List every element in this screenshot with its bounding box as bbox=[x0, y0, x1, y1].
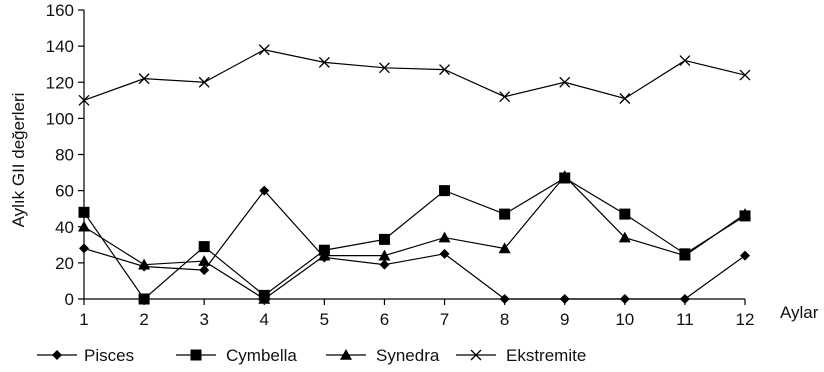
data-point-cymbella bbox=[619, 208, 631, 220]
legend-marker-cymbella bbox=[190, 349, 202, 361]
legend: Pisces Cymbella Synedra Ekstremite bbox=[37, 346, 586, 365]
y-tick-label: 0 bbox=[65, 290, 74, 309]
data-point-pisces bbox=[559, 294, 570, 304]
x-tick-label: 2 bbox=[139, 310, 148, 329]
data-point-synedra bbox=[258, 293, 271, 304]
data-point-ekstremite bbox=[258, 44, 270, 56]
x-axis-ticks: 1 2 3 4 5 6 7 8 9 10 11 12 bbox=[79, 299, 754, 329]
y-tick-label: 20 bbox=[55, 254, 74, 273]
y-tick-label: 60 bbox=[55, 182, 74, 201]
x-tick-label: 7 bbox=[440, 310, 449, 329]
data-point-pisces bbox=[79, 243, 89, 254]
data-point-ekstremite bbox=[198, 76, 210, 88]
legend-label: Pisces bbox=[84, 346, 134, 365]
legend-item-pisces: Pisces bbox=[37, 346, 134, 365]
x-tick-label: 5 bbox=[320, 310, 329, 329]
legend-label: Synedra bbox=[376, 346, 440, 365]
data-point-cymbella bbox=[138, 293, 150, 305]
data-point-cymbella bbox=[499, 208, 511, 220]
y-tick-label: 100 bbox=[46, 109, 74, 128]
x-tick-label: 9 bbox=[560, 310, 569, 329]
y-tick-label: 120 bbox=[46, 73, 74, 92]
data-point-pisces bbox=[439, 248, 450, 259]
legend-label: Ekstremite bbox=[506, 346, 586, 365]
x-axis-title: Aylar bbox=[780, 303, 819, 322]
data-point-pisces bbox=[499, 294, 510, 304]
x-tick-label: 3 bbox=[199, 310, 208, 329]
x-tick-label: 1 bbox=[79, 310, 88, 329]
data-point-pisces bbox=[379, 259, 390, 270]
x-tick-label: 10 bbox=[615, 310, 634, 329]
series-line-synedra bbox=[83, 175, 746, 300]
data-point-pisces bbox=[619, 294, 630, 304]
data-point-synedra bbox=[198, 255, 211, 266]
data-point-ekstremite bbox=[679, 55, 691, 67]
data-point-ekstremite bbox=[619, 93, 631, 104]
series-pisces bbox=[79, 185, 750, 304]
series-line-pisces bbox=[83, 189, 746, 300]
data-point-ekstremite bbox=[439, 64, 451, 76]
legend-item-synedra: Synedra bbox=[326, 346, 440, 365]
data-point-pisces bbox=[259, 185, 270, 196]
data-point-synedra bbox=[378, 249, 391, 261]
x-tick-label: 11 bbox=[676, 310, 694, 329]
y-tick-label: 40 bbox=[55, 218, 74, 237]
series-synedra bbox=[78, 170, 751, 304]
data-point-synedra bbox=[618, 231, 631, 243]
x-tick-label: 6 bbox=[380, 310, 389, 329]
legend-item-cymbella: Cymbella bbox=[176, 346, 297, 365]
data-point-ekstremite bbox=[739, 69, 751, 81]
y-tick-label: 160 bbox=[46, 1, 74, 20]
data-point-synedra bbox=[558, 170, 571, 181]
series-line-cymbella bbox=[83, 177, 746, 300]
series-ekstremite bbox=[78, 44, 751, 106]
series-group bbox=[78, 44, 751, 305]
data-point-synedra bbox=[739, 208, 751, 219]
data-point-pisces bbox=[740, 250, 750, 261]
x-tick-label: 4 bbox=[260, 310, 269, 329]
series-cymbella bbox=[78, 172, 751, 305]
y-axis-title: Aylık GII değerleri bbox=[9, 93, 28, 228]
data-point-synedra bbox=[438, 231, 451, 243]
y-tick-label: 140 bbox=[46, 37, 74, 56]
y-tick-label: 80 bbox=[55, 146, 74, 165]
data-point-synedra bbox=[678, 249, 691, 261]
data-point-synedra bbox=[78, 220, 90, 232]
legend-marker-pisces bbox=[52, 350, 62, 360]
data-point-ekstremite bbox=[499, 91, 511, 103]
data-point-pisces bbox=[199, 265, 210, 276]
data-point-cymbella bbox=[78, 206, 90, 218]
data-point-pisces bbox=[679, 294, 690, 304]
legend-marker-synedra bbox=[340, 349, 352, 360]
data-point-ekstremite bbox=[318, 56, 330, 68]
data-point-synedra bbox=[498, 242, 511, 254]
y-axis-ticks: 0 20 40 60 80 100 120 140 160 bbox=[46, 1, 84, 309]
data-point-ekstremite bbox=[559, 76, 571, 88]
x-tick-label: 12 bbox=[736, 310, 755, 329]
data-point-ekstremite bbox=[78, 94, 90, 106]
series-line-ekstremite bbox=[83, 49, 746, 101]
data-point-cymbella bbox=[198, 241, 210, 253]
data-point-cymbella bbox=[439, 185, 451, 197]
data-point-synedra bbox=[318, 249, 331, 261]
legend-label: Cymbella bbox=[226, 346, 297, 365]
x-tick-label: 8 bbox=[500, 310, 509, 329]
data-point-cymbella bbox=[378, 233, 390, 245]
data-point-ekstremite bbox=[138, 73, 150, 85]
data-point-synedra bbox=[138, 258, 151, 270]
legend-marker-ekstremite bbox=[470, 349, 482, 361]
legend-item-ekstremite: Ekstremite bbox=[456, 346, 586, 365]
data-point-ekstremite bbox=[378, 62, 390, 74]
